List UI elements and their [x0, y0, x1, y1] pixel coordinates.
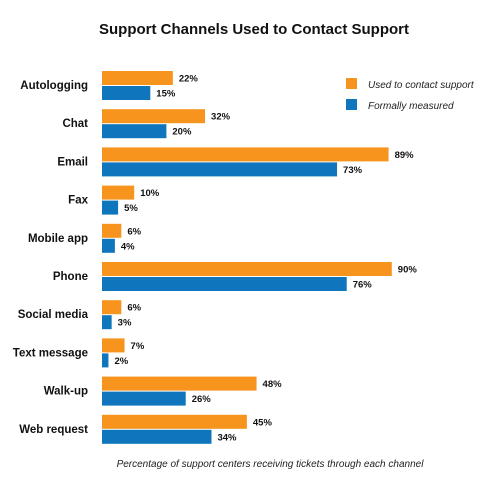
bar-autologging-used: [102, 71, 173, 85]
legend-label-used: Used to contact support: [368, 80, 475, 91]
bar-web-request-used: [102, 414, 247, 429]
value-label-phone-used: 90%: [398, 265, 418, 276]
bar-phone-measured: [102, 277, 347, 291]
legend-swatch-measured: [346, 99, 357, 110]
bar-chat-measured: [102, 124, 167, 139]
bar-mobile-app-measured: [102, 238, 115, 253]
legend: Used to contact support Formally measure…: [346, 78, 475, 112]
value-label-mobile-app-used: 6%: [127, 226, 141, 237]
category-label-autologging: Autologging: [20, 80, 88, 92]
value-label-text-message-measured: 2%: [114, 356, 128, 367]
value-label-chat-used: 32%: [211, 112, 231, 123]
value-label-walk-up-used: 48%: [263, 379, 283, 390]
bar-email-measured: [102, 162, 338, 177]
category-label-phone: Phone: [53, 271, 88, 283]
value-label-web-request-used: 45%: [253, 417, 273, 428]
bar-fax-measured: [102, 200, 119, 215]
value-label-autologging-measured: 15%: [156, 89, 176, 100]
chart-caption: Percentage of support centers receiving …: [117, 459, 425, 470]
bars-group: [102, 71, 392, 444]
bar-text-message-measured: [102, 353, 109, 368]
bar-social-media-measured: [102, 315, 112, 330]
category-labels: Autologging Chat Email Fax Mobile app Phone So…: [13, 80, 89, 436]
bar-text-message-used: [102, 338, 125, 353]
bar-chat-used: [102, 109, 206, 124]
category-label-text-message: Text message: [13, 347, 88, 359]
bar-social-media-used: [102, 300, 122, 315]
value-label-chat-measured: 20%: [172, 127, 192, 138]
bar-walk-up-measured: [102, 391, 186, 406]
value-label-walk-up-measured: 26%: [192, 394, 212, 405]
category-label-fax: Fax: [68, 195, 88, 207]
category-label-web-request: Web request: [19, 424, 88, 436]
category-label-social-media: Social media: [18, 309, 89, 321]
category-label-email: Email: [57, 156, 88, 168]
value-label-social-media-measured: 3%: [118, 318, 132, 329]
value-label-phone-measured: 76%: [353, 280, 373, 291]
value-label-email-measured: 73%: [343, 165, 363, 176]
chart-title: Support Channels Used to Contact Support: [99, 21, 409, 38]
legend-swatch-used: [346, 78, 357, 89]
bar-email-used: [102, 147, 389, 162]
value-label-social-media-used: 6%: [127, 303, 141, 314]
value-label-email-used: 89%: [395, 150, 415, 161]
value-label-text-message-used: 7%: [131, 341, 145, 352]
bar-autologging-measured: [102, 86, 151, 100]
legend-label-measured: Formally measured: [368, 101, 454, 112]
bar-walk-up-used: [102, 376, 257, 391]
bar-mobile-app-used: [102, 223, 122, 238]
category-label-chat: Chat: [62, 118, 88, 130]
value-label-fax-measured: 5%: [124, 203, 138, 214]
value-label-mobile-app-measured: 4%: [121, 241, 135, 252]
category-label-walk-up: Walk-up: [44, 386, 88, 398]
bar-phone-used: [102, 262, 392, 276]
category-label-mobile-app: Mobile app: [28, 233, 88, 245]
bar-fax-used: [102, 185, 135, 200]
bar-web-request-measured: [102, 429, 212, 444]
value-label-autologging-used: 22%: [179, 74, 199, 85]
value-label-fax-used: 10%: [140, 188, 160, 199]
value-labels: 22%15%32%20%89%73%10%5%6%4%90%76%6%3%7%2…: [114, 74, 417, 444]
value-label-web-request-measured: 34%: [217, 432, 237, 443]
